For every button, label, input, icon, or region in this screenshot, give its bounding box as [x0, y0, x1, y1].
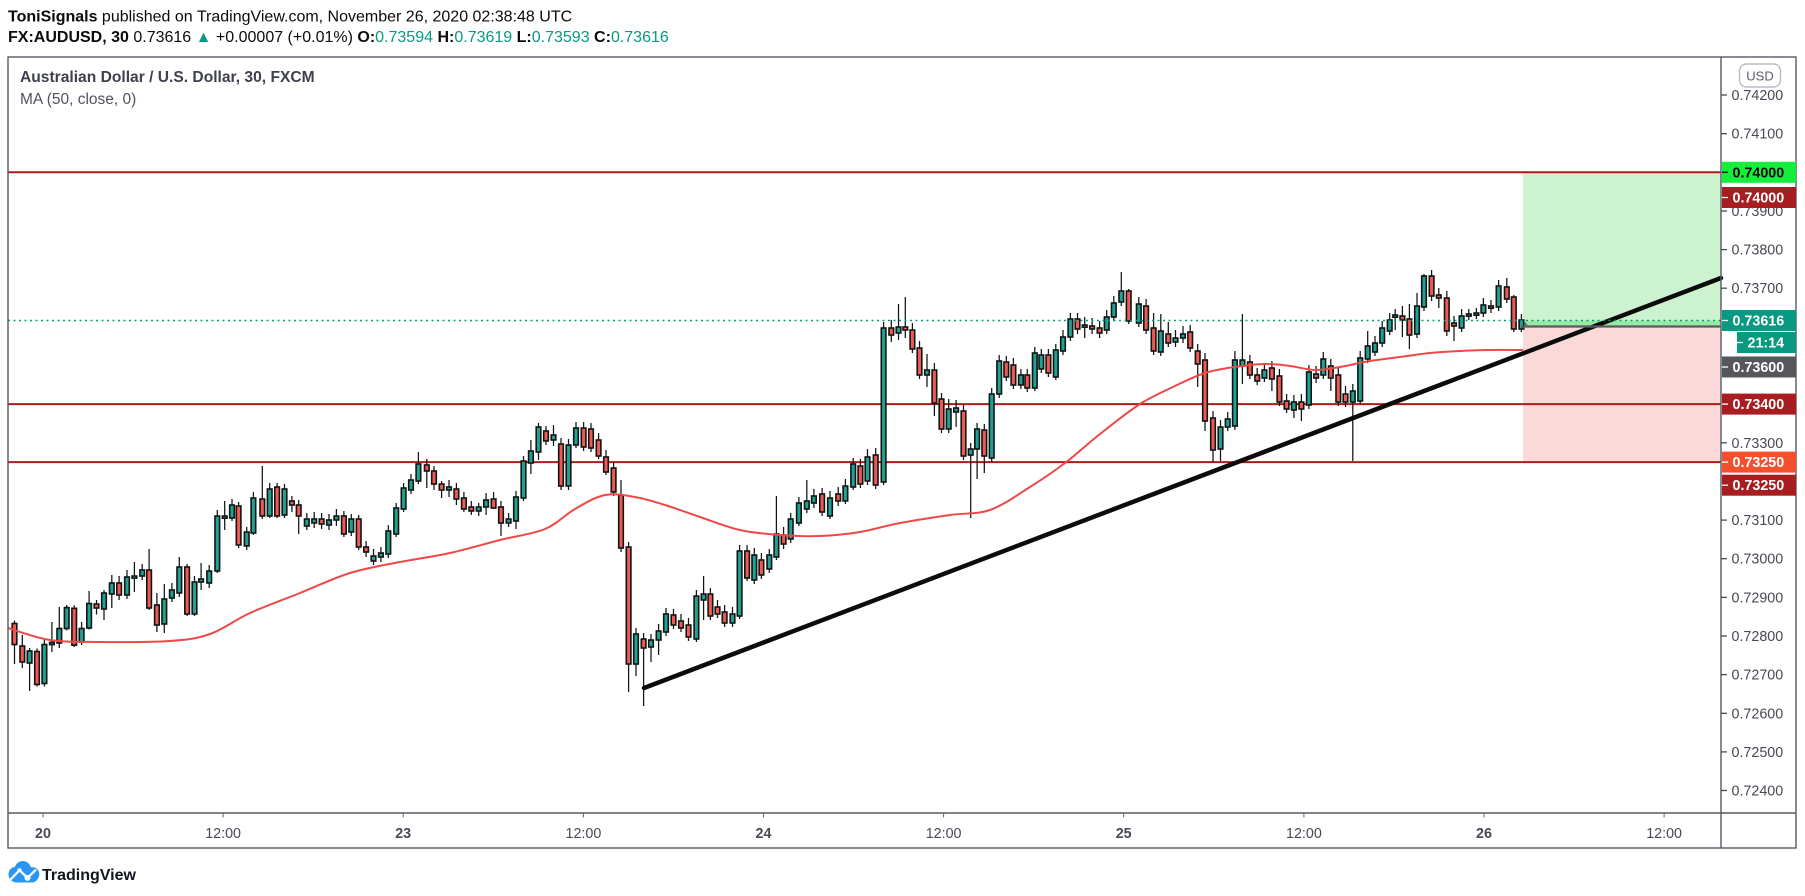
svg-text:0.73600: 0.73600: [1733, 360, 1785, 376]
svg-text:0.73400: 0.73400: [1733, 397, 1785, 413]
svg-text:12:00: 12:00: [566, 826, 602, 842]
svg-text:12:00: 12:00: [926, 826, 962, 842]
svg-text:0.73800: 0.73800: [1732, 243, 1784, 259]
svg-text:0.72800: 0.72800: [1732, 629, 1784, 645]
svg-text:MA (50, close, 0): MA (50, close, 0): [20, 91, 136, 108]
svg-text:0.73100: 0.73100: [1732, 513, 1784, 529]
svg-text:24: 24: [756, 826, 772, 842]
svg-text:0.72600: 0.72600: [1732, 706, 1784, 722]
svg-text:26: 26: [1476, 826, 1492, 842]
svg-text:Australian Dollar / U.S. Dolla: Australian Dollar / U.S. Dollar, 30, FXC…: [20, 69, 315, 86]
svg-text:12:00: 12:00: [205, 826, 241, 842]
svg-text:0.72900: 0.72900: [1732, 590, 1784, 606]
svg-text:0.73250: 0.73250: [1733, 478, 1785, 494]
svg-text:USD: USD: [1746, 69, 1773, 84]
svg-text:FX:AUDUSD, 30 0.73616 ▲ +0.00: FX:AUDUSD, 30 0.73616 ▲ +0.00007 (+0.01%…: [8, 29, 669, 46]
svg-text:0.74000: 0.74000: [1733, 165, 1785, 181]
svg-text:25: 25: [1116, 826, 1132, 842]
svg-text:ToniSignals published on Tradi: ToniSignals published on TradingView.com…: [8, 9, 572, 26]
svg-text:12:00: 12:00: [1286, 826, 1322, 842]
svg-text:12:00: 12:00: [1646, 826, 1682, 842]
svg-text:20: 20: [35, 826, 51, 842]
svg-text:0.74000: 0.74000: [1733, 191, 1785, 207]
svg-text:0.74100: 0.74100: [1732, 127, 1784, 143]
svg-text:0.74200: 0.74200: [1732, 88, 1784, 104]
svg-text:0.73300: 0.73300: [1732, 436, 1784, 452]
svg-text:23: 23: [395, 826, 411, 842]
svg-text:0.72400: 0.72400: [1732, 784, 1784, 800]
svg-text:TradingView: TradingView: [42, 867, 137, 884]
svg-text:0.73700: 0.73700: [1732, 281, 1784, 297]
svg-text:0.72500: 0.72500: [1732, 745, 1784, 761]
svg-text:21:14: 21:14: [1748, 336, 1785, 352]
svg-text:0.72700: 0.72700: [1732, 668, 1784, 684]
svg-text:0.73616: 0.73616: [1733, 314, 1785, 330]
svg-text:0.73250: 0.73250: [1733, 455, 1785, 471]
svg-text:0.73000: 0.73000: [1732, 552, 1784, 568]
